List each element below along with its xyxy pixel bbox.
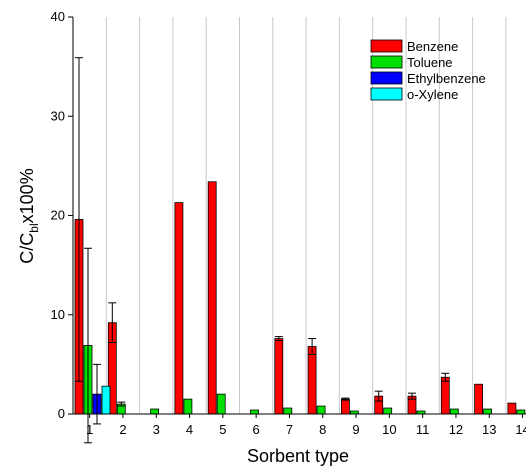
bar bbox=[440, 376, 450, 415]
bar bbox=[516, 409, 526, 415]
x-tick-label: 12 bbox=[449, 422, 463, 437]
x-tick-label: 8 bbox=[319, 422, 326, 437]
x-tick-label: 1 bbox=[86, 422, 93, 437]
y-tick-label: 40 bbox=[51, 9, 65, 24]
y-axis-title: C/Cblx100% bbox=[17, 168, 41, 263]
legend-label: o-Xylene bbox=[407, 87, 458, 102]
y-axis-title-main: C/C bbox=[17, 233, 37, 264]
bars bbox=[74, 57, 526, 444]
bar bbox=[274, 338, 284, 415]
bar bbox=[316, 405, 326, 415]
x-tick-label: 4 bbox=[186, 422, 193, 437]
legend-label: Ethylbenzene bbox=[407, 71, 486, 86]
x-axis-title: Sorbent type bbox=[247, 446, 349, 466]
x-tick-label: 5 bbox=[219, 422, 226, 437]
legend-swatch bbox=[370, 39, 403, 53]
x-tick-label: 13 bbox=[482, 422, 496, 437]
bar bbox=[216, 393, 226, 415]
x-tick-label: 11 bbox=[416, 422, 430, 437]
bar bbox=[183, 398, 193, 415]
x-tick-label: 9 bbox=[352, 422, 359, 437]
bar bbox=[101, 385, 111, 415]
legend-label: Benzene bbox=[407, 39, 458, 54]
x-tick-label: 10 bbox=[382, 422, 396, 437]
y-axis-title-tail: x100% bbox=[17, 168, 37, 223]
y-tick-label: 0 bbox=[58, 406, 65, 421]
y-ticks: 0 10 20 30 40 bbox=[51, 9, 73, 421]
bar bbox=[507, 402, 517, 415]
bar bbox=[483, 408, 493, 415]
legend-swatch bbox=[370, 55, 403, 69]
y-tick-label: 30 bbox=[51, 108, 65, 123]
y-axis-title-sub: bl bbox=[27, 223, 41, 232]
x-tick-label: 7 bbox=[286, 422, 293, 437]
bar bbox=[250, 409, 259, 415]
legend-label: Toluene bbox=[407, 55, 453, 70]
legend-swatch bbox=[370, 71, 403, 85]
bar bbox=[174, 202, 184, 415]
x-tick-label: 2 bbox=[119, 422, 126, 437]
bar bbox=[474, 383, 484, 415]
bar bbox=[340, 398, 350, 415]
x-tick-label: 3 bbox=[153, 422, 160, 437]
y-tick-label: 20 bbox=[51, 208, 65, 223]
bar bbox=[449, 408, 459, 415]
bar bbox=[150, 408, 160, 415]
y-tick-label: 10 bbox=[51, 307, 65, 322]
legend-swatch bbox=[370, 87, 403, 101]
x-tick-label: 6 bbox=[253, 422, 260, 437]
bar bbox=[283, 407, 293, 415]
bar bbox=[307, 346, 317, 415]
x-ticks: 1234567891011121314 bbox=[86, 414, 526, 437]
bar bbox=[383, 407, 393, 415]
bar bbox=[207, 181, 217, 415]
x-tick-label: 14 bbox=[515, 422, 526, 437]
